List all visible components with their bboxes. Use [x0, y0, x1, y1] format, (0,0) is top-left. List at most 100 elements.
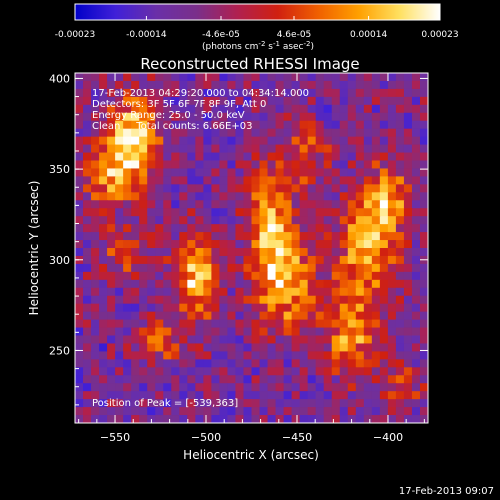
- heatmap-cell: [275, 343, 285, 352]
- heatmap-cell: [115, 311, 124, 321]
- heatmap-cell: [283, 192, 293, 201]
- heatmap-cell: [275, 367, 285, 376]
- heatmap-cell: [203, 184, 212, 193]
- heatmap-cell: [371, 104, 381, 114]
- heatmap-cell: [347, 367, 357, 376]
- heatmap-cell: [315, 271, 325, 281]
- heatmap-cell: [187, 136, 196, 146]
- heatmap-cell: [355, 311, 365, 321]
- heatmap-cell: [403, 311, 413, 321]
- heatmap-cell: [83, 375, 92, 384]
- heatmap-cell: [283, 144, 293, 154]
- heatmap-cell: [203, 120, 212, 130]
- heatmap-cell: [411, 232, 421, 241]
- heatmap-cell: [379, 104, 389, 114]
- heatmap-cell: [315, 279, 325, 289]
- heatmap-cell: [307, 319, 317, 329]
- heatmap-cell: [299, 73, 309, 82]
- heatmap-cell: [395, 279, 405, 289]
- heatmap-cell: [203, 152, 212, 162]
- heatmap-cell: [155, 255, 164, 265]
- heatmap-cell: [203, 383, 212, 392]
- heatmap-cell: [99, 327, 108, 337]
- heatmap-cell: [323, 136, 333, 146]
- heatmap-cell: [115, 359, 124, 368]
- heatmap-cell: [371, 248, 381, 257]
- heatmap-cell: [331, 359, 341, 368]
- heatmap-cell: [235, 208, 245, 217]
- heatmap-cell: [331, 335, 341, 345]
- heatmap-cell: [99, 415, 108, 423]
- heatmap-cell: [275, 232, 285, 241]
- heatmap-cell: [387, 73, 397, 82]
- heatmap-cell: [411, 136, 421, 146]
- heatmap-cell: [195, 303, 204, 313]
- heatmap-cell: [315, 407, 325, 416]
- heatmap-cell: [211, 303, 221, 313]
- heatmap-cell: [211, 136, 221, 146]
- heatmap-cell: [195, 399, 204, 408]
- heatmap-cell: [115, 375, 124, 384]
- heatmap-cell: [83, 152, 92, 162]
- heatmap-cell: [211, 80, 221, 90]
- heatmap-cell: [275, 271, 285, 281]
- heatmap-cell: [379, 184, 389, 193]
- heatmap-cell: [99, 160, 108, 170]
- heatmap-cell: [139, 271, 148, 281]
- heatmap-cell: [91, 184, 100, 193]
- heatmap-cell: [403, 104, 413, 114]
- heatmap-cell: [83, 287, 92, 297]
- heatmap-cell: [131, 128, 140, 138]
- heatmap-cell: [307, 287, 317, 297]
- heatmap-cell: [371, 375, 381, 384]
- heatmap-cell: [419, 176, 428, 185]
- heatmap-cell: [339, 200, 349, 209]
- heatmap-cell: [187, 88, 196, 98]
- heatmap-cell: [163, 80, 172, 90]
- heatmap-cell: [195, 224, 204, 233]
- heatmap-cell: [211, 367, 221, 376]
- heatmap-cell: [291, 112, 301, 122]
- heatmap-cell: [115, 240, 124, 249]
- heatmap-cell: [195, 391, 204, 400]
- heatmap-cell: [187, 232, 196, 241]
- heatmap-cell: [235, 184, 245, 193]
- heatmap-cell: [91, 295, 100, 305]
- heatmap-cell: [379, 295, 389, 305]
- heatmap-cell: [323, 160, 333, 170]
- heatmap-cell: [363, 112, 373, 122]
- heatmap-cell: [331, 88, 341, 98]
- heatmap-cell: [123, 319, 132, 329]
- heatmap-cell: [227, 335, 237, 345]
- heatmap-cell: [291, 192, 301, 201]
- heatmap-cell: [371, 88, 381, 98]
- heatmap-cell: [259, 200, 269, 209]
- info-annotations: 17-Feb-2013 04:29:20.000 to 04:34:14.000…: [92, 88, 309, 132]
- heatmap-cell: [243, 279, 253, 289]
- heatmap-cell: [347, 335, 357, 345]
- heatmap-cell: [115, 383, 124, 392]
- heatmap-cell: [283, 327, 293, 337]
- heatmap-cell: [251, 216, 261, 225]
- heatmap-cell: [291, 224, 301, 233]
- heatmap-cell: [347, 279, 357, 289]
- heatmap-cell: [363, 208, 373, 217]
- heatmap-cell: [283, 128, 293, 138]
- heatmap-cell: [315, 351, 325, 360]
- heatmap-cell: [83, 73, 92, 82]
- heatmap-cell: [187, 287, 196, 297]
- heatmap-cell: [403, 152, 413, 162]
- heatmap-cell: [163, 303, 172, 313]
- heatmap-cell: [243, 192, 253, 201]
- heatmap-cell: [267, 351, 277, 360]
- heatmap-cell: [227, 295, 237, 305]
- heatmap-cell: [371, 319, 381, 329]
- heatmap-cell: [411, 335, 421, 345]
- heatmap-cell: [419, 279, 428, 289]
- heatmap-cell: [131, 255, 140, 265]
- heatmap-cell: [123, 104, 132, 114]
- heatmap-cell: [251, 311, 261, 321]
- heatmap-cell: [387, 184, 397, 193]
- heatmap-cell: [83, 407, 92, 416]
- heatmap-cell: [371, 144, 381, 154]
